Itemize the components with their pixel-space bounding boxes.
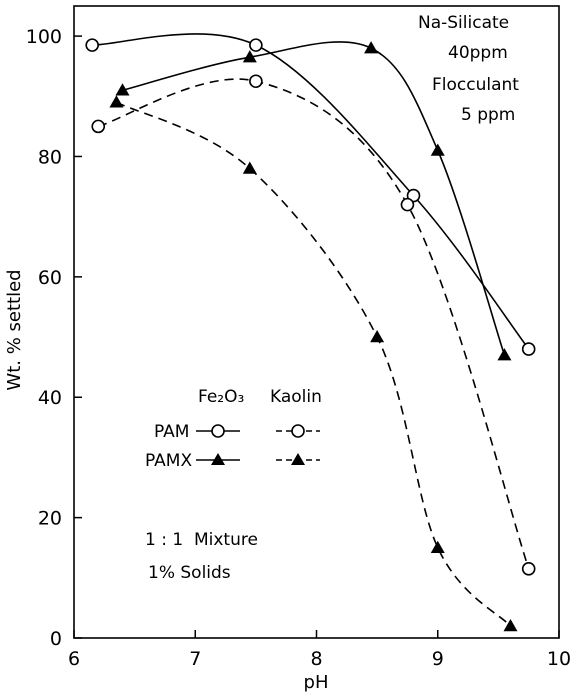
annotation-silicate: Na-Silicate: [418, 13, 509, 33]
legend-marker-kaolin-pamx: [291, 453, 305, 465]
y-axis-label: Wt. % settled: [4, 269, 25, 390]
data-point-kaolin-pam: [250, 75, 262, 87]
annotation-mixture: 1 : 1 Mixture: [145, 530, 258, 550]
legend-label-pam: PAM: [154, 422, 189, 442]
annotation-flocculant: Flocculant: [432, 75, 519, 95]
legend-label-pamx: PAMX: [145, 451, 192, 471]
data-point-kaolin-pamx: [431, 541, 445, 553]
legend-header-kaolin: Kaolin: [270, 387, 322, 407]
data-point-fe2o3-pamx: [497, 348, 511, 360]
data-point-fe2o3-pam: [86, 39, 98, 51]
x-tick-label: 10: [547, 648, 571, 670]
annotation-flocculant-conc: 5 ppm: [461, 105, 515, 125]
data-point-kaolin-pam: [401, 199, 413, 211]
x-axis-label: pH: [304, 672, 329, 693]
legend-marker-fe2o3-pamx: [211, 453, 225, 465]
y-tick-label: 20: [38, 508, 62, 530]
x-tick-label: 6: [68, 648, 80, 670]
data-point-fe2o3-pam: [250, 39, 262, 51]
x-tick-label: 9: [432, 648, 444, 670]
data-point-kaolin-pam: [92, 120, 104, 132]
series-line-kaolin-pam: [98, 79, 528, 569]
data-point-fe2o3-pam: [523, 343, 535, 355]
y-tick-label: 60: [38, 267, 62, 289]
x-tick-label: 8: [310, 648, 322, 670]
y-tick-label: 40: [38, 387, 62, 409]
legend-header-fe2o3: Fe₂O₃: [198, 387, 244, 407]
data-point-kaolin-pamx: [109, 95, 123, 107]
y-tick-label: 80: [38, 146, 62, 168]
legend-marker-kaolin-pam: [292, 425, 304, 437]
annotation-silicate-conc: 40ppm: [448, 43, 508, 63]
legend: Fe₂O₃ Kaolin PAM PAMX: [145, 387, 322, 471]
data-point-kaolin-pam: [523, 563, 535, 575]
data-point-kaolin-pamx: [370, 330, 384, 342]
y-tick-label: 100: [26, 26, 62, 48]
x-tick-label: 7: [189, 648, 201, 670]
data-point-fe2o3-pamx: [364, 41, 378, 53]
legend-marker-fe2o3-pam: [212, 425, 224, 437]
y-tick-label: 0: [50, 628, 62, 650]
data-point-fe2o3-pamx: [431, 143, 445, 155]
annotation-solids: 1% Solids: [148, 563, 231, 583]
